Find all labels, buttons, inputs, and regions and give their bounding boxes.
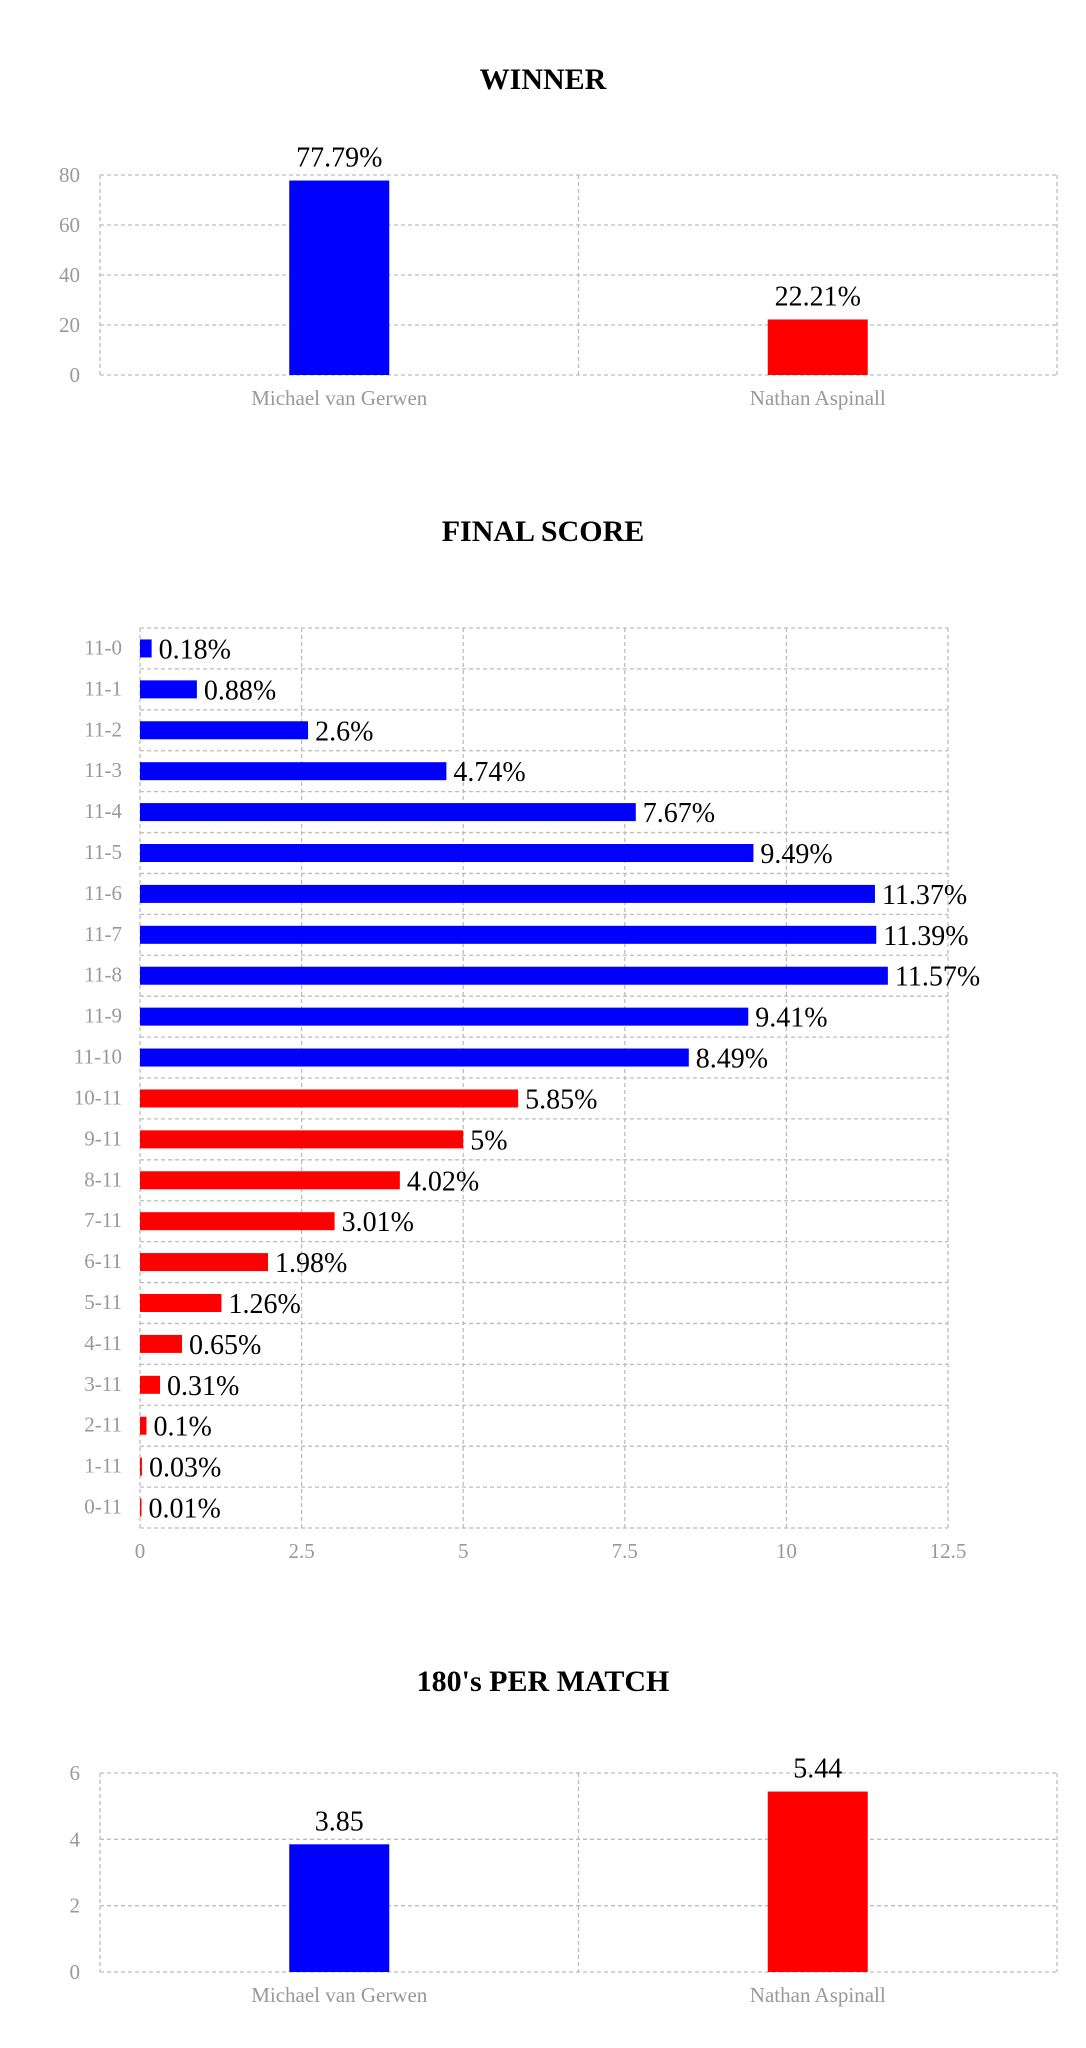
winner-chart: 0 20 40 60 80 77.79% Michael van Gerwen 22.21% N… [59, 143, 1058, 410]
y-category-label: 11-8 [84, 963, 122, 987]
bar [140, 1212, 335, 1231]
x-tick-label: 7.5 [612, 1539, 638, 1563]
x-category-label: Nathan Aspinall [750, 1983, 886, 2007]
y-category-label: 2-11 [84, 1413, 122, 1437]
data-label: 4.02% [407, 1166, 479, 1197]
data-label: 5.85% [525, 1084, 597, 1115]
y-tick-label: 0 [70, 363, 81, 387]
bar [140, 1048, 689, 1067]
final-score-chart: 0 2.5 5 7.5 10 12.5 11-0 0.18% 11-1 0.88% 11-2 2.6%… [74, 627, 980, 1563]
bar [140, 844, 754, 862]
y-tick-label: 80 [59, 163, 80, 187]
bar [140, 1498, 142, 1517]
y-category-label: 11-0 [84, 635, 122, 659]
bar [140, 1171, 400, 1190]
bar [140, 966, 888, 985]
data-label: 5.44 [793, 1754, 842, 1785]
data-label: 11.37% [882, 880, 967, 911]
180s-chart-title: 180's PER MATCH [416, 1665, 670, 1698]
bar [140, 1007, 749, 1026]
data-label: 11.39% [883, 921, 968, 952]
bar [140, 1416, 147, 1435]
bar [767, 319, 868, 375]
x-tick-label: 0 [135, 1539, 146, 1563]
y-category-label: 8-11 [84, 1167, 122, 1191]
y-category-label: 11-5 [84, 840, 122, 864]
bar [140, 803, 636, 822]
bar [140, 639, 152, 658]
data-label: 4.74% [453, 757, 525, 788]
data-label: 5% [470, 1125, 507, 1156]
y-category-label: 11-4 [84, 799, 122, 823]
data-label: 3.85 [315, 1806, 364, 1837]
data-label: 1.26% [228, 1289, 300, 1320]
y-tick-label: 4 [70, 1827, 81, 1851]
data-label: 0.65% [189, 1330, 261, 1361]
data-label: 0.03% [149, 1453, 221, 1484]
y-category-label: 7-11 [84, 1208, 122, 1232]
bar [289, 1844, 390, 1972]
bar [140, 1334, 183, 1353]
data-label: 8.49% [696, 1044, 768, 1075]
data-label: 0.1% [153, 1412, 211, 1443]
y-category-label: 5-11 [84, 1290, 122, 1314]
x-tick-label: 2.5 [288, 1539, 314, 1563]
data-label: 2.6% [315, 716, 373, 747]
bar [140, 884, 875, 903]
bar [289, 180, 390, 375]
data-label: 11.57% [895, 962, 980, 993]
data-label: 3.01% [342, 1207, 414, 1238]
y-category-label: 10-11 [74, 1085, 122, 1109]
x-tick-label: 5 [458, 1539, 469, 1563]
y-category-label: 11-1 [84, 676, 122, 700]
data-label: 0.18% [159, 634, 231, 665]
x-tick-label: 12.5 [930, 1539, 967, 1563]
y-category-label: 1-11 [84, 1454, 122, 1478]
y-category-label: 3-11 [84, 1372, 122, 1396]
bar [140, 762, 447, 781]
x-category-label: Nathan Aspinall [750, 386, 886, 410]
y-tick-label: 60 [59, 213, 80, 237]
y-category-label: 11-6 [84, 881, 122, 905]
winner-chart-title: WINNER [479, 63, 607, 96]
data-label: 22.21% [775, 281, 861, 312]
bar [140, 1253, 268, 1272]
bar [140, 1089, 519, 1108]
y-category-label: 0-11 [84, 1495, 122, 1519]
y-tick-label: 0 [70, 1960, 81, 1984]
bar [140, 680, 197, 699]
y-category-label: 11-7 [84, 922, 122, 946]
data-label: 1.98% [275, 1248, 347, 1279]
data-label: 9.49% [760, 839, 832, 870]
y-tick-label: 40 [59, 263, 80, 287]
bar [140, 1457, 142, 1476]
y-tick-label: 2 [70, 1894, 81, 1918]
y-tick-label: 20 [59, 313, 80, 337]
y-category-label: 6-11 [84, 1249, 122, 1273]
x-category-label: Michael van Gerwen [251, 1983, 428, 2007]
y-category-label: 11-10 [74, 1045, 122, 1069]
x-tick-label: 10 [776, 1539, 797, 1563]
y-category-label: 11-9 [84, 1004, 122, 1028]
y-category-label: 11-2 [84, 717, 122, 741]
bar [140, 925, 877, 944]
y-category-label: 4-11 [84, 1331, 122, 1355]
bar [140, 1130, 464, 1149]
bar [767, 1791, 868, 1972]
data-label: 7.67% [643, 798, 715, 829]
data-label: 0.31% [167, 1371, 239, 1402]
x-category-label: Michael van Gerwen [251, 386, 428, 410]
y-tick-label: 6 [70, 1761, 81, 1785]
bar [140, 1375, 161, 1394]
y-category-label: 9-11 [84, 1126, 122, 1150]
data-label: 9.41% [755, 1003, 827, 1034]
data-label: 77.79% [296, 143, 382, 174]
final-score-chart-title: FINAL SCORE [441, 515, 645, 548]
y-category-label: 11-3 [84, 758, 122, 782]
data-label: 0.88% [204, 675, 276, 706]
bar [140, 1294, 222, 1312]
data-label: 0.01% [149, 1494, 221, 1525]
bar [140, 721, 309, 740]
